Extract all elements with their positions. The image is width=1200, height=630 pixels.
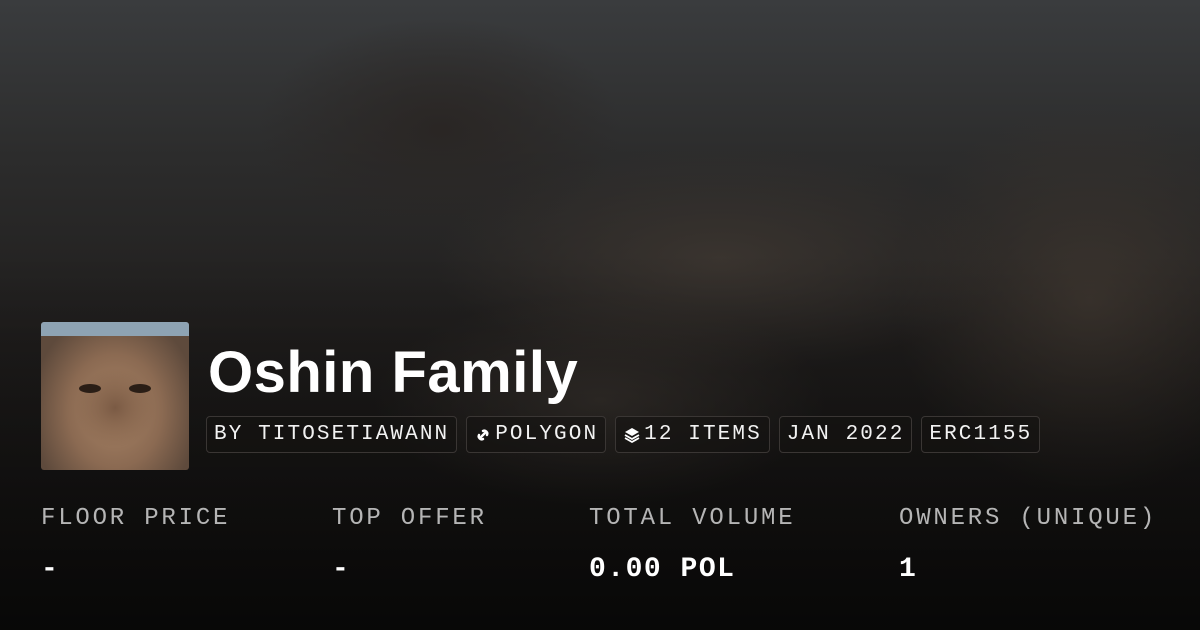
chain-tag: POLYGON <box>466 416 607 453</box>
date-tag: JAN 2022 <box>778 416 913 453</box>
stat-owners: OWNERS (UNIQUE) 1 <box>899 505 1158 585</box>
creator-tag[interactable]: BY TITOSETIAWANN <box>206 416 458 453</box>
collection-tags: BY TITOSETIAWANN POLYGON 12 ITEMS JAN 20… <box>206 416 1041 453</box>
stat-total-volume: TOTAL VOLUME 0.00 POL <box>589 505 796 585</box>
collection-title: Oshin Family <box>208 340 579 405</box>
collection-avatar <box>41 322 189 470</box>
stat-top-offer: TOP OFFER - <box>332 505 487 585</box>
stat-floor-price: FLOOR PRICE - <box>41 505 231 585</box>
layers-icon <box>624 427 640 443</box>
link-icon <box>477 429 489 440</box>
items-tag: 12 ITEMS <box>615 416 770 453</box>
standard-tag: ERC1155 <box>921 416 1041 453</box>
